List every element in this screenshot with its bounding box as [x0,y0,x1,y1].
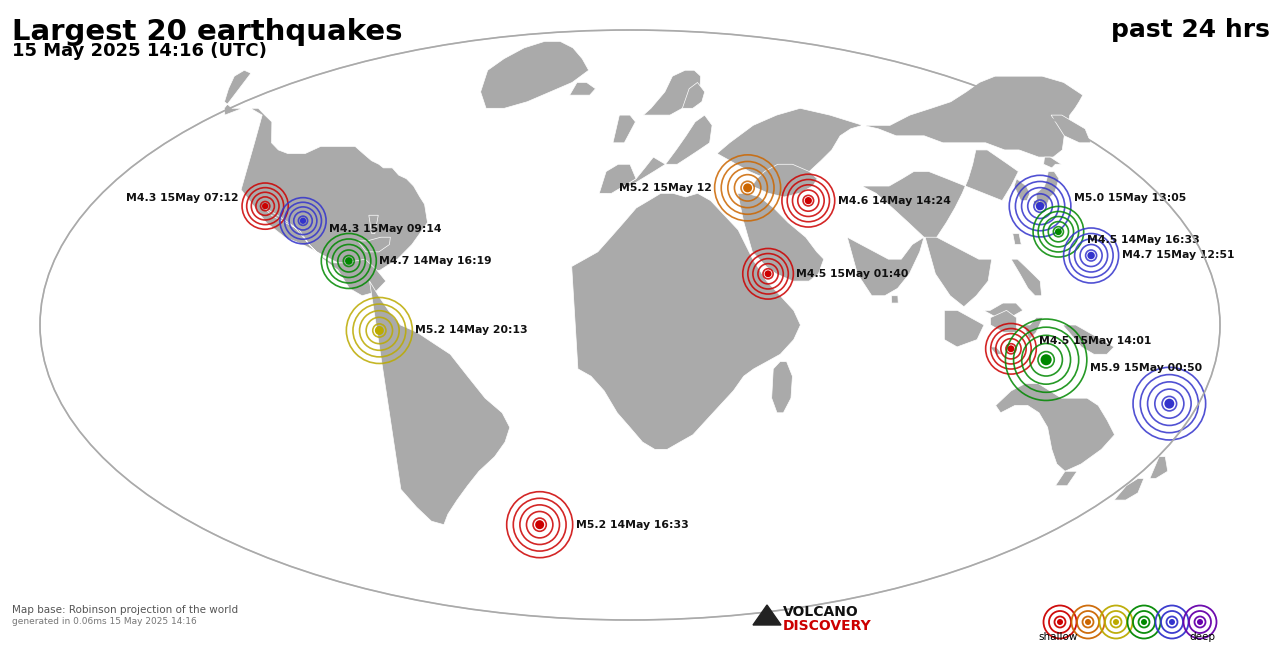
Polygon shape [572,193,800,449]
Text: M4.5 15May 01:40: M4.5 15May 01:40 [796,269,909,279]
Polygon shape [1023,318,1043,340]
Circle shape [764,270,772,278]
Polygon shape [753,605,781,625]
Polygon shape [570,83,595,95]
Text: past 24 hrs: past 24 hrs [1111,18,1270,42]
Text: M5.0 15May 13:05: M5.0 15May 13:05 [1074,193,1187,203]
Text: VOLCANO: VOLCANO [783,605,859,619]
Text: generated in 0.06ms 15 May 2025 14:16: generated in 0.06ms 15 May 2025 14:16 [12,617,197,626]
Text: M4.5 14May 16:33: M4.5 14May 16:33 [1087,235,1199,244]
Polygon shape [1033,201,1042,208]
Polygon shape [265,208,385,296]
Circle shape [346,257,352,265]
Polygon shape [737,193,824,281]
Polygon shape [369,215,379,233]
Polygon shape [945,310,984,347]
Polygon shape [847,237,924,296]
Polygon shape [922,222,992,307]
Polygon shape [977,347,1002,354]
Polygon shape [991,310,1016,332]
Polygon shape [224,70,428,274]
Text: 15 May 2025 14:16 (UTC): 15 May 2025 14:16 (UTC) [12,42,266,60]
Polygon shape [480,42,589,109]
Text: M5.2 15May 12: M5.2 15May 12 [618,183,712,193]
Polygon shape [358,237,390,252]
Polygon shape [859,150,1019,237]
Polygon shape [1062,325,1114,354]
Circle shape [300,218,306,224]
Circle shape [805,197,812,204]
Polygon shape [1149,457,1167,478]
Circle shape [1169,619,1175,625]
Circle shape [1007,345,1015,352]
Polygon shape [1043,157,1061,168]
Polygon shape [1011,259,1042,296]
Circle shape [1088,252,1094,259]
Polygon shape [717,76,1083,179]
Text: M4.3 15May 07:12: M4.3 15May 07:12 [127,193,239,203]
Text: M4.6 14May 14:24: M4.6 14May 14:24 [837,196,951,205]
Circle shape [375,326,384,335]
Polygon shape [772,361,792,413]
Text: M4.5 15May 14:01: M4.5 15May 14:01 [1039,336,1152,346]
Polygon shape [1012,233,1021,244]
Text: Map base: Robinson projection of the world: Map base: Robinson projection of the wor… [12,605,238,615]
Polygon shape [599,164,636,193]
Text: M5.9 15May 00:50: M5.9 15May 00:50 [1089,363,1202,372]
Polygon shape [370,281,509,525]
Polygon shape [891,296,899,303]
Circle shape [1041,354,1052,365]
Text: M4.7 15May 12:51: M4.7 15May 12:51 [1121,250,1234,261]
Text: M4.7 14May 16:19: M4.7 14May 16:19 [379,256,492,266]
Circle shape [1140,619,1147,625]
Polygon shape [644,70,700,115]
Ellipse shape [40,30,1220,620]
Circle shape [744,183,753,192]
Polygon shape [613,115,635,143]
Text: shallow: shallow [1038,632,1078,642]
Circle shape [1057,619,1062,625]
Polygon shape [996,384,1115,471]
Text: deep: deep [1189,632,1215,642]
Circle shape [262,203,269,209]
Polygon shape [1051,115,1091,143]
Circle shape [535,520,544,529]
Circle shape [1085,619,1091,625]
Polygon shape [1056,471,1076,486]
Polygon shape [1014,179,1030,201]
Circle shape [1036,202,1044,211]
Polygon shape [983,303,1023,318]
Circle shape [1165,398,1174,409]
Polygon shape [751,164,818,197]
Circle shape [1055,228,1062,235]
Text: M4.3 15May 09:14: M4.3 15May 09:14 [329,224,442,234]
Circle shape [1114,619,1119,625]
Circle shape [1197,619,1203,625]
Text: M5.2 14May 16:33: M5.2 14May 16:33 [576,520,689,530]
Text: Largest 20 earthquakes: Largest 20 earthquakes [12,18,402,46]
Polygon shape [599,115,712,193]
Polygon shape [682,83,705,109]
Polygon shape [1114,478,1144,500]
Polygon shape [1036,172,1059,212]
Text: M5.2 14May 20:13: M5.2 14May 20:13 [415,326,527,335]
Text: DISCOVERY: DISCOVERY [783,619,872,633]
